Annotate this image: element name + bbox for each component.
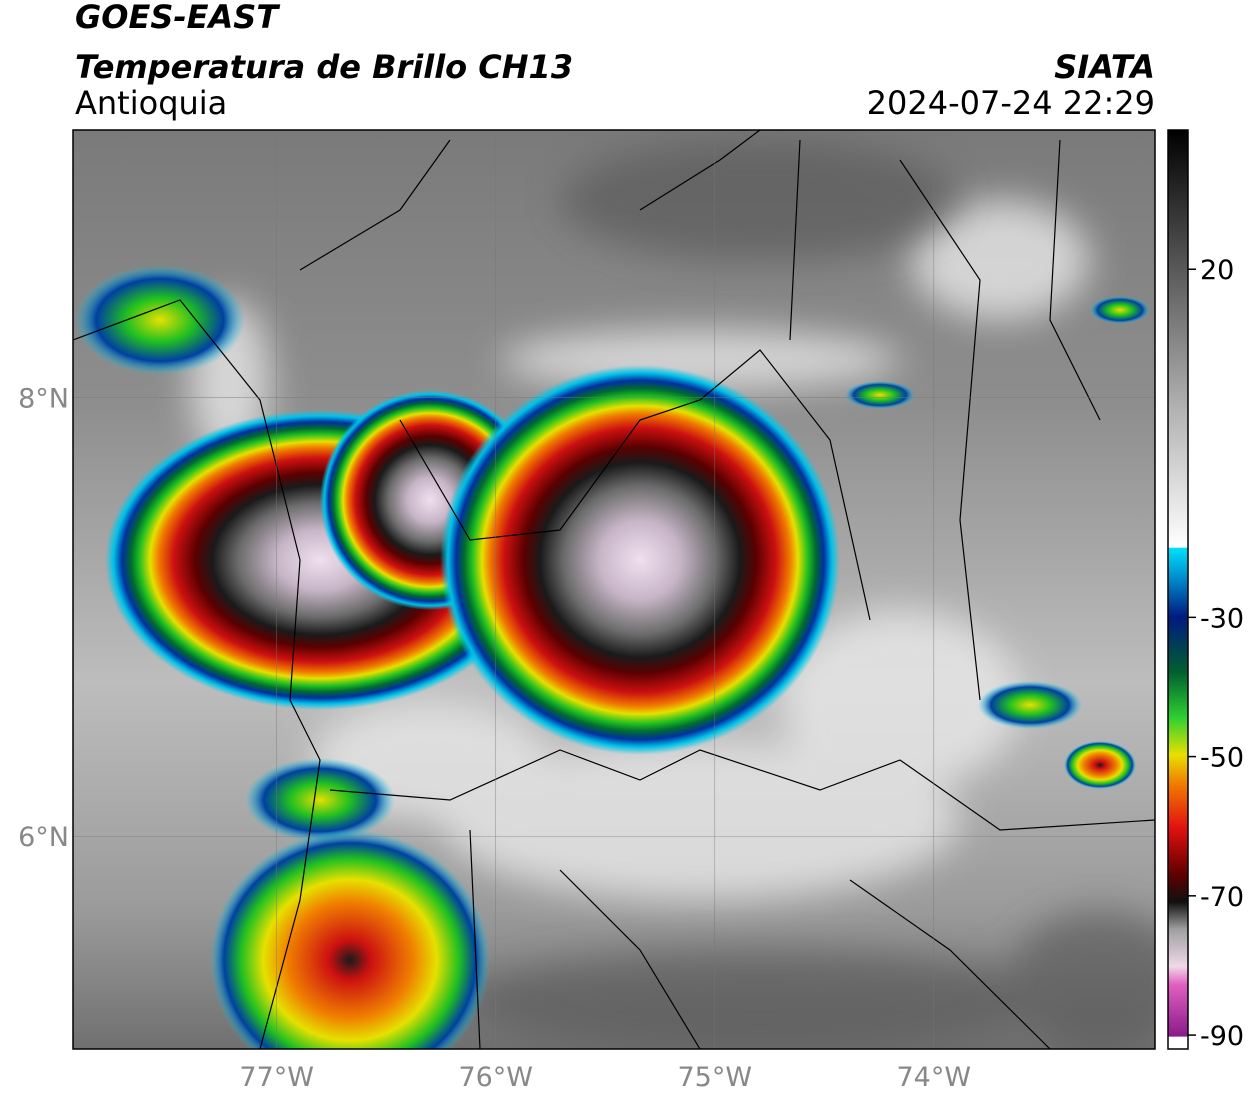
subtitle: Temperatura de Brillo CH13: [75, 48, 573, 86]
colorbar: [1167, 129, 1189, 1050]
map-frame: [72, 129, 1156, 1050]
colorbar-tick-label: -90: [1200, 1021, 1244, 1052]
y-tick-label: 8°N: [18, 384, 69, 415]
x-tick-label: 75°W: [677, 1062, 752, 1093]
colorbar-tick-label: -70: [1200, 882, 1244, 913]
x-tick-label: 74°W: [897, 1062, 972, 1093]
colorbar-tick-label: -30: [1200, 603, 1244, 634]
region: Antioquia: [75, 84, 227, 122]
colorbar-tick-label: 20: [1200, 255, 1234, 286]
source: SIATA: [1054, 48, 1155, 86]
imagery: [73, 130, 1155, 1049]
title: GOES-EAST: [75, 0, 280, 36]
datetime: 2024-07-24 22:29: [867, 84, 1155, 122]
y-tick-label: 6°N: [18, 822, 69, 853]
x-tick-label: 76°W: [458, 1062, 533, 1093]
colorbar-tick-label: -50: [1200, 743, 1244, 774]
x-tick-label: 77°W: [239, 1062, 314, 1093]
